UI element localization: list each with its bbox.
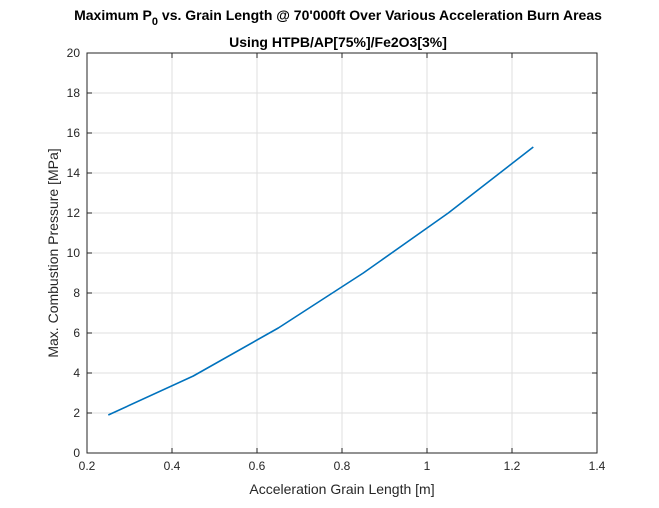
x-tick-label: 1.4 [589, 459, 606, 473]
x-tick-label: 0.8 [334, 459, 351, 473]
plot-frame [86, 52, 598, 454]
y-tick-label: 20 [67, 46, 81, 60]
y-axis-label: Max. Combustion Pressure [MPa] [45, 148, 61, 357]
x-tick-label: 1.2 [504, 459, 521, 473]
y-tick-label: 14 [67, 166, 81, 180]
y-tick-label: 2 [73, 406, 80, 420]
series-line [107, 146, 534, 416]
x-tick-label: 1 [424, 459, 431, 473]
x-tick-label: 0.6 [249, 459, 266, 473]
x-axis-label: Acceleration Grain Length [m] [249, 481, 434, 497]
chart-title-line2: Using HTPB/AP[75%]/Fe2O3[3%] [229, 34, 447, 50]
y-tick-label: 0 [73, 446, 80, 460]
title-subscript: 0 [152, 16, 158, 28]
y-tick-label: 6 [73, 326, 80, 340]
y-tick-label: 8 [73, 286, 80, 300]
y-tick-label: 10 [67, 246, 81, 260]
y-tick-label: 16 [67, 126, 81, 140]
x-tick-label: 0.4 [164, 459, 181, 473]
y-tick-label: 12 [67, 206, 81, 220]
y-tick-label: 4 [73, 366, 80, 380]
title-suffix: vs. Grain Length @ 70'000ft Over Various… [158, 7, 602, 23]
chart-title-line1: Maximum P0 vs. Grain Length @ 70'000ft O… [74, 7, 602, 28]
title-prefix: Maximum P [74, 7, 152, 23]
y-tick-label: 18 [67, 86, 81, 100]
x-tick-label: 0.2 [79, 459, 96, 473]
series-layer [107, 146, 534, 416]
